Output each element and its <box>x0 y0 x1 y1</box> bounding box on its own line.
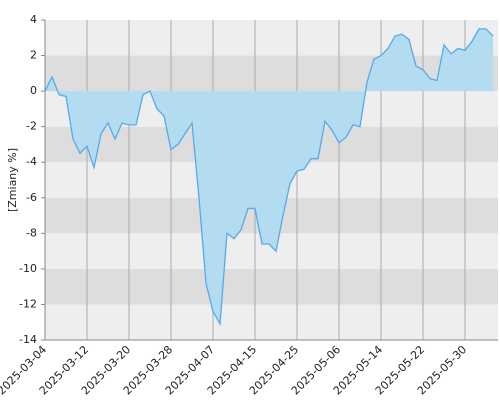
y-tick-label: 4 <box>30 13 37 26</box>
y-tick-label: -8 <box>26 226 37 239</box>
line <box>44 28 494 327</box>
y-tick-label: -12 <box>19 297 37 310</box>
y-tick-label: -10 <box>19 262 37 275</box>
band <box>45 268 498 305</box>
y-tick-label: -6 <box>26 191 37 204</box>
y-tick-label: -14 <box>19 333 37 346</box>
area <box>45 28 493 325</box>
band <box>45 304 498 340</box>
band <box>45 20 498 56</box>
y-tick-label: 0 <box>30 84 37 97</box>
y-tick-label: 2 <box>30 49 37 62</box>
y-tick-label: -2 <box>26 120 37 133</box>
y-tick-label: -4 <box>26 155 37 168</box>
y-axis-label: [Zmiany %] <box>6 148 19 212</box>
